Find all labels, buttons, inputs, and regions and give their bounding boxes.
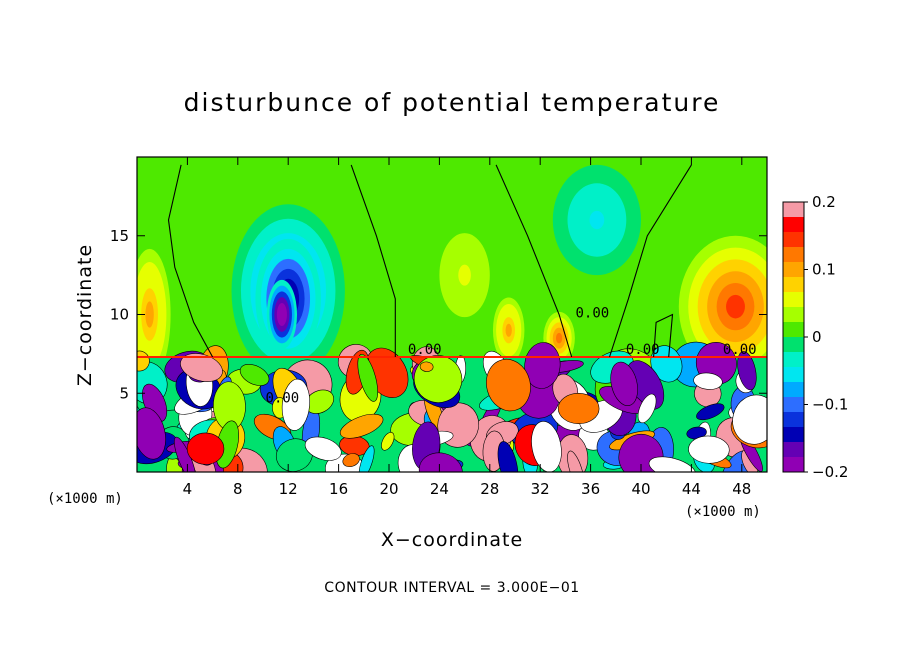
colorbar-tick-label: −0.2 bbox=[812, 463, 848, 481]
x-axis-label: X−coordinate bbox=[381, 529, 523, 551]
contour-label: 0.00 bbox=[626, 342, 660, 358]
turbulence-cell bbox=[696, 403, 725, 421]
x-tick-label: 20 bbox=[379, 480, 398, 498]
x-unit-right: (×1000 m) bbox=[685, 504, 761, 520]
turbulence-cell bbox=[180, 353, 223, 382]
y-tick-label: 5 bbox=[119, 384, 129, 402]
x-axis: 4 8 12 16 20 24 28 32 36 40 44 48 bbox=[183, 157, 751, 498]
colorbar-swatch bbox=[783, 337, 804, 353]
turbulence-cell bbox=[419, 361, 434, 372]
y-axis: 5 10 15 bbox=[110, 227, 767, 402]
colorbar-swatch bbox=[783, 307, 804, 323]
contour-label: 0.00 bbox=[723, 342, 757, 358]
turbulence-cell bbox=[497, 441, 519, 472]
colorbar-swatch bbox=[783, 382, 804, 398]
turbulence-cell bbox=[732, 394, 767, 445]
colorbar-swatch bbox=[783, 262, 804, 278]
colorbar-swatch bbox=[783, 427, 804, 443]
turbulence-cell bbox=[186, 432, 225, 465]
zero-contour bbox=[167, 164, 214, 358]
x-tick-label: 8 bbox=[233, 480, 243, 498]
colorbar-swatch bbox=[783, 367, 804, 383]
turbulence-cell bbox=[418, 452, 463, 472]
x-tick-label: 48 bbox=[732, 480, 751, 498]
turbulence-cell bbox=[610, 361, 638, 406]
field-blob bbox=[279, 308, 285, 321]
y-tick-label: 10 bbox=[110, 306, 129, 324]
colorbar-swatch bbox=[783, 292, 804, 308]
colorbar-swatch bbox=[783, 442, 804, 458]
turbulence-cell bbox=[281, 378, 311, 431]
colorbar-swatch bbox=[783, 232, 804, 248]
x-tick-label: 16 bbox=[329, 480, 348, 498]
contour-label: 0.00 bbox=[266, 391, 300, 407]
colorbar-swatch bbox=[783, 412, 804, 428]
field-blob bbox=[505, 323, 512, 337]
y-tick-label: 15 bbox=[110, 227, 129, 245]
zero-contour bbox=[653, 313, 674, 358]
turbulence-cell bbox=[339, 413, 384, 439]
turbulent-lower-field bbox=[137, 341, 767, 472]
y-axis-label: Z−coordinate bbox=[74, 244, 96, 386]
contour-labels: 0.00 0.00 0.00 0.00 0.00 bbox=[266, 306, 757, 407]
x-tick-label: 32 bbox=[531, 480, 550, 498]
turbulence-cell bbox=[381, 431, 395, 451]
field-blob bbox=[145, 301, 154, 328]
turbulence-cell bbox=[342, 453, 360, 468]
turbulence-cell bbox=[137, 407, 166, 460]
turbulence-cell bbox=[357, 353, 378, 402]
turbulence-cell bbox=[358, 445, 375, 472]
colorbar-swatch bbox=[783, 457, 804, 473]
colorbar: 0.2 0.1 0 −0.1 −0.2 bbox=[782, 193, 848, 481]
x-tick-label: 40 bbox=[631, 480, 650, 498]
x-tick-label: 36 bbox=[581, 480, 600, 498]
colorbar-swatch bbox=[783, 247, 804, 263]
colorbar-swatch bbox=[783, 352, 804, 368]
x-tick-label: 24 bbox=[430, 480, 449, 498]
turbulence-cell bbox=[648, 456, 696, 472]
turbulence-cell bbox=[524, 342, 561, 389]
zero-contour bbox=[495, 164, 573, 358]
turbulence-cell bbox=[557, 393, 600, 424]
zero-contour bbox=[350, 164, 396, 357]
turbulence-cell bbox=[567, 450, 585, 472]
field-blob bbox=[555, 332, 563, 344]
turbulence-cell bbox=[486, 358, 531, 412]
turbulence-cell bbox=[637, 393, 657, 424]
turbulence-cell bbox=[737, 351, 757, 391]
turbulence-cell bbox=[304, 436, 342, 461]
contour-label: 0.00 bbox=[408, 342, 442, 358]
colorbar-tick-label: 0 bbox=[812, 328, 822, 346]
x-tick-label: 44 bbox=[682, 480, 701, 498]
colorbar-swatch bbox=[783, 397, 804, 413]
colorbar-tick-label: 0.1 bbox=[812, 261, 836, 279]
contour-interval-note: CONTOUR INTERVAL = 3.000E−01 bbox=[324, 580, 579, 596]
x-tick-label: 28 bbox=[480, 480, 499, 498]
turbulence-cell bbox=[693, 372, 723, 390]
x-tick-label: 4 bbox=[183, 480, 193, 498]
contour-label: 0.00 bbox=[575, 306, 609, 322]
turbulence-cell bbox=[239, 363, 270, 386]
turbulence-cell bbox=[688, 435, 730, 464]
colorbar-swatch bbox=[783, 277, 804, 293]
zero-contour bbox=[608, 164, 692, 358]
plot-area bbox=[137, 157, 767, 472]
colorbar-tick-label: −0.1 bbox=[812, 396, 848, 414]
upper-field bbox=[137, 157, 767, 394]
field-blob bbox=[726, 294, 745, 319]
colorbar-swatch bbox=[783, 322, 804, 338]
field-blob bbox=[458, 264, 471, 286]
field-blob bbox=[589, 210, 605, 230]
x-unit-left: (×1000 m) bbox=[47, 491, 123, 507]
x-tick-label: 12 bbox=[279, 480, 298, 498]
colorbar-swatch bbox=[783, 217, 804, 233]
colorbar-swatch bbox=[783, 202, 804, 218]
contour-lines bbox=[167, 164, 692, 358]
colorbar-tick-label: 0.2 bbox=[812, 193, 836, 211]
chart-title: disturbunce of potential temperature bbox=[184, 88, 721, 117]
